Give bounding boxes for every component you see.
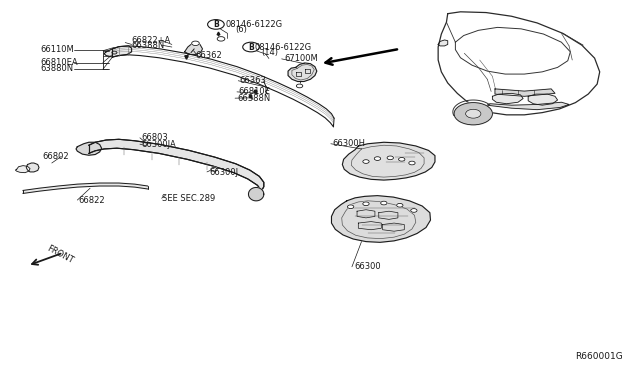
Circle shape xyxy=(411,209,417,212)
Text: 66300JA: 66300JA xyxy=(141,140,176,149)
Circle shape xyxy=(387,156,394,160)
Circle shape xyxy=(363,160,369,163)
Text: 66300: 66300 xyxy=(355,262,381,271)
Polygon shape xyxy=(15,166,30,173)
Polygon shape xyxy=(342,142,435,180)
Text: 67100M: 67100M xyxy=(284,54,318,63)
Polygon shape xyxy=(438,40,448,46)
Circle shape xyxy=(296,84,303,88)
Circle shape xyxy=(466,109,481,118)
Text: R660001G: R660001G xyxy=(575,352,623,361)
Polygon shape xyxy=(184,43,202,54)
Polygon shape xyxy=(76,142,102,155)
Text: 66110M: 66110M xyxy=(40,45,74,54)
Text: 63880N: 63880N xyxy=(40,64,74,73)
Circle shape xyxy=(374,157,381,160)
Text: 66300H: 66300H xyxy=(333,139,366,148)
Text: 66388N: 66388N xyxy=(237,94,270,103)
Text: B: B xyxy=(248,42,254,51)
Text: (6): (6) xyxy=(236,25,248,34)
Text: 66803: 66803 xyxy=(141,133,168,142)
Text: 66810E: 66810E xyxy=(238,87,270,96)
Text: 66822: 66822 xyxy=(79,196,105,205)
Text: 08146-6122G: 08146-6122G xyxy=(225,20,283,29)
Text: SEE SEC.289: SEE SEC.289 xyxy=(163,194,216,203)
Text: 66802: 66802 xyxy=(42,152,69,161)
Circle shape xyxy=(397,203,403,207)
Polygon shape xyxy=(495,89,555,96)
Circle shape xyxy=(191,41,199,45)
Text: 08146-6122G: 08146-6122G xyxy=(255,42,312,51)
Circle shape xyxy=(381,201,387,205)
Circle shape xyxy=(217,37,225,41)
Text: 66300J: 66300J xyxy=(209,168,238,177)
Text: 66388N: 66388N xyxy=(132,41,165,50)
Polygon shape xyxy=(528,94,557,105)
Text: 66810EA: 66810EA xyxy=(40,58,78,67)
Circle shape xyxy=(399,157,405,161)
Polygon shape xyxy=(248,187,264,201)
Circle shape xyxy=(363,202,369,206)
Polygon shape xyxy=(89,139,264,199)
Text: 66822+A: 66822+A xyxy=(132,36,171,45)
Text: B: B xyxy=(213,20,219,29)
Polygon shape xyxy=(492,93,523,104)
Circle shape xyxy=(409,161,415,165)
Text: (14): (14) xyxy=(261,48,278,57)
Polygon shape xyxy=(288,63,317,81)
Text: 66362: 66362 xyxy=(195,51,222,60)
Polygon shape xyxy=(104,46,132,57)
Circle shape xyxy=(211,167,217,171)
Circle shape xyxy=(243,42,259,52)
Circle shape xyxy=(348,205,354,209)
Polygon shape xyxy=(26,163,39,172)
Polygon shape xyxy=(23,183,148,193)
Circle shape xyxy=(207,20,224,29)
Circle shape xyxy=(454,103,492,125)
Text: 66363: 66363 xyxy=(239,76,266,85)
Polygon shape xyxy=(487,102,569,110)
Polygon shape xyxy=(332,196,431,242)
Text: FRONT: FRONT xyxy=(45,244,75,266)
